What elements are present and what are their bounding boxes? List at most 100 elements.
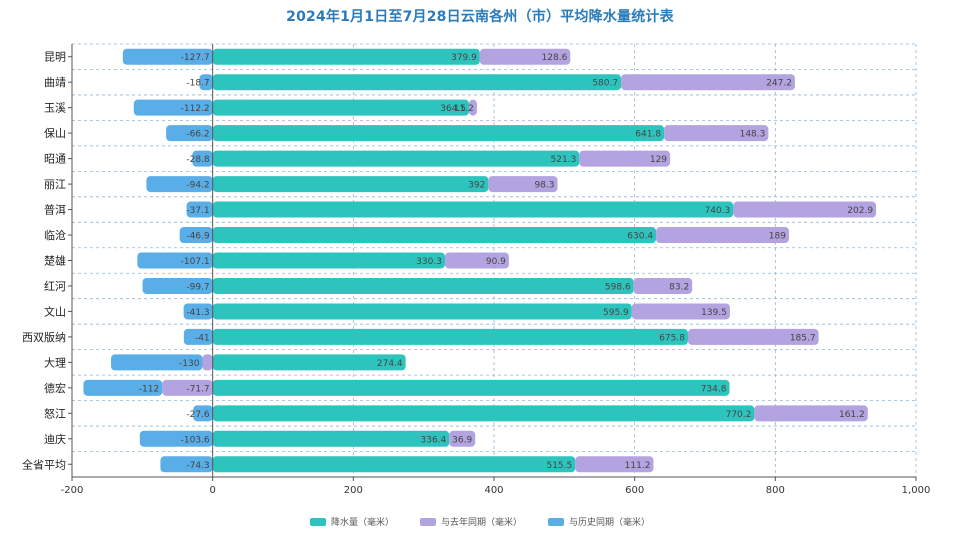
data-label: 595.9 bbox=[603, 308, 629, 318]
data-label: -112.2 bbox=[181, 104, 210, 114]
bar-vs-last-year bbox=[733, 201, 877, 218]
bar-vs-history bbox=[192, 150, 213, 167]
data-label: 202.9 bbox=[847, 206, 873, 216]
legend-swatch bbox=[309, 517, 326, 526]
x-tick-label: 1,000 bbox=[902, 485, 931, 496]
x-tick-label: -200 bbox=[61, 485, 84, 496]
bar-vs-last-year bbox=[479, 48, 571, 65]
data-label: 161.2 bbox=[839, 410, 865, 420]
data-label: 330.3 bbox=[416, 257, 442, 267]
bar-vs-history bbox=[183, 303, 213, 320]
bar-vs-last-year bbox=[202, 354, 213, 371]
data-label: -71.7 bbox=[186, 384, 209, 394]
category-label: 怒江 bbox=[44, 406, 66, 420]
bar-vs-history bbox=[122, 48, 213, 65]
category-label: 玉溪 bbox=[44, 102, 66, 115]
bar-precip bbox=[212, 354, 406, 371]
legend-swatch bbox=[419, 517, 436, 526]
bar-precip bbox=[212, 252, 445, 269]
category-label: 临沧 bbox=[44, 228, 66, 242]
data-label: 379.9 bbox=[451, 53, 477, 63]
bar-vs-history bbox=[146, 176, 213, 193]
data-label: 274.4 bbox=[377, 359, 403, 369]
bar-vs-history bbox=[133, 99, 213, 116]
bar-vs-history bbox=[111, 354, 203, 371]
data-label: 521.3 bbox=[551, 155, 577, 165]
category-label: 大理 bbox=[44, 355, 66, 369]
bar-vs-history bbox=[83, 379, 163, 396]
data-label: -41.3 bbox=[186, 308, 209, 318]
legend-label: 与历史同期（毫米） bbox=[569, 518, 651, 528]
data-label: 392 bbox=[468, 181, 485, 191]
bar-vs-history bbox=[166, 125, 213, 142]
x-tick-label: 0 bbox=[209, 485, 215, 496]
data-label: 336.4 bbox=[421, 435, 447, 445]
legend-item[interactable]: 与历史同期（毫米） bbox=[548, 515, 650, 528]
x-tick-label: 400 bbox=[484, 485, 503, 496]
data-label: 734.8 bbox=[701, 384, 727, 394]
data-label: 770.2 bbox=[726, 410, 752, 420]
legend-swatch bbox=[548, 517, 564, 526]
bar-vs-history bbox=[179, 227, 213, 244]
data-label: -66.2 bbox=[186, 130, 209, 140]
chart-legend: 降水量（毫米） 与去年同期（毫米） 与历史同期（毫米） bbox=[0, 515, 960, 528]
data-label: 598.6 bbox=[605, 282, 631, 292]
data-label: 364.5 bbox=[440, 104, 466, 114]
category-label: 曲靖 bbox=[44, 76, 66, 89]
data-label: -94.2 bbox=[186, 181, 209, 191]
data-label: 515.5 bbox=[546, 461, 572, 471]
bar-vs-last-year bbox=[754, 405, 868, 422]
bar-precip bbox=[212, 227, 657, 244]
data-label: -41 bbox=[195, 333, 210, 343]
data-label: 185.7 bbox=[790, 333, 816, 343]
data-label: -27.6 bbox=[186, 410, 210, 420]
bar-precip bbox=[212, 150, 580, 167]
bar-vs-last-year bbox=[488, 176, 558, 193]
data-label: 98.3 bbox=[534, 181, 554, 191]
x-tick-label: 200 bbox=[344, 485, 363, 496]
bar-vs-last-year bbox=[656, 227, 789, 244]
data-label: -46.9 bbox=[186, 232, 210, 242]
category-label: 西双版纳 bbox=[22, 330, 66, 344]
bar-precip bbox=[212, 303, 632, 320]
data-label: 139.5 bbox=[701, 308, 727, 318]
bar-vs-last-year bbox=[162, 379, 213, 396]
data-label: 148.3 bbox=[740, 130, 766, 140]
bar-precip bbox=[212, 125, 665, 142]
bar-precip bbox=[212, 48, 480, 65]
data-label: 36.9 bbox=[452, 435, 472, 445]
bar-vs-last-year bbox=[621, 74, 795, 91]
data-label: 580.7 bbox=[592, 79, 618, 89]
bar-precip bbox=[212, 201, 734, 218]
data-label: 11.2 bbox=[454, 104, 474, 114]
bar-precip bbox=[212, 74, 622, 91]
category-label: 普洱 bbox=[44, 203, 66, 217]
data-label: 247.2 bbox=[766, 79, 792, 89]
category-label: 昆明 bbox=[44, 51, 66, 64]
category-label: 保山 bbox=[44, 126, 66, 140]
data-label: 111.2 bbox=[625, 461, 651, 471]
legend-item[interactable]: 降水量（毫米） bbox=[309, 515, 394, 528]
bar-vs-history bbox=[139, 430, 213, 447]
bar-vs-history bbox=[142, 277, 213, 294]
category-label: 德宏 bbox=[44, 381, 66, 395]
data-label: 630.4 bbox=[627, 232, 653, 242]
bar-vs-last-year bbox=[631, 303, 730, 320]
data-label: -74.3 bbox=[186, 461, 209, 471]
data-label: 641.8 bbox=[635, 130, 661, 140]
bar-vs-history bbox=[183, 328, 213, 345]
legend-item[interactable]: 与去年同期（毫米） bbox=[419, 515, 522, 528]
bar-vs-last-year bbox=[633, 277, 693, 294]
data-label: -28.8 bbox=[186, 155, 210, 165]
bar-precip bbox=[212, 405, 755, 422]
bar-vs-history bbox=[137, 252, 213, 269]
bar-vs-history bbox=[160, 456, 213, 473]
bar-vs-last-year bbox=[469, 99, 477, 116]
data-label: 128.6 bbox=[542, 53, 568, 63]
category-label: 文山 bbox=[44, 304, 66, 318]
bar-precip bbox=[212, 176, 489, 193]
category-label: 全省平均 bbox=[22, 457, 66, 471]
data-label: -112 bbox=[139, 384, 159, 394]
bar-precip bbox=[212, 430, 450, 447]
